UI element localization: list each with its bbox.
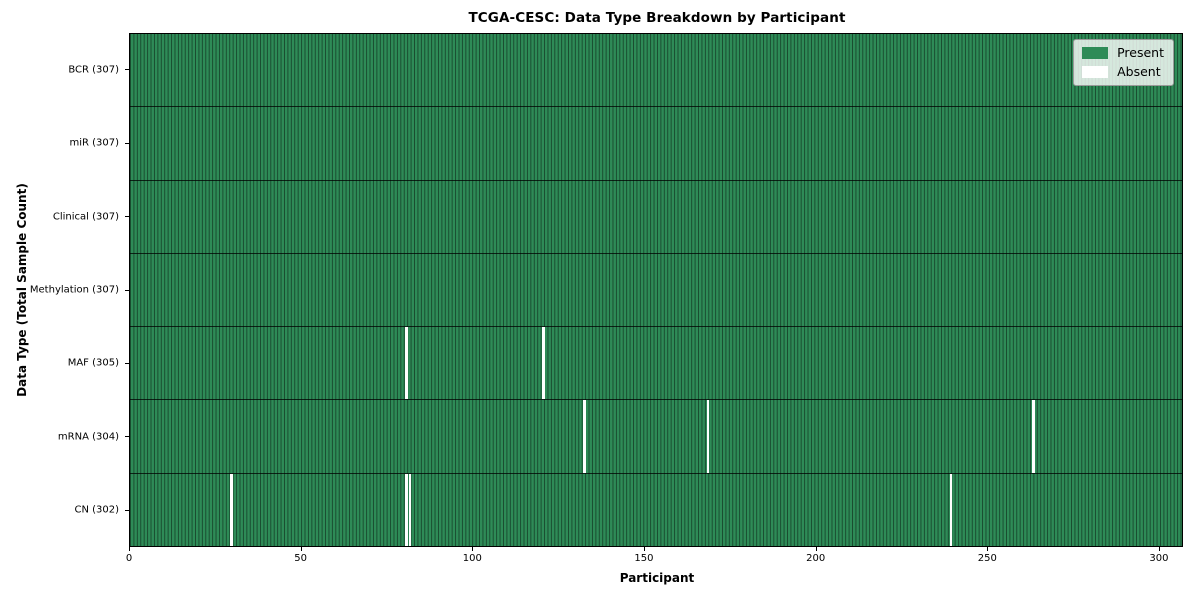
ytick-label-CN: CN (302) [74, 504, 119, 516]
x-axis-label: Participant [619, 571, 695, 585]
ytick-label-Methylation: Methylation (307) [29, 284, 119, 296]
ytick-label-Clinical: Clinical (307) [52, 211, 119, 223]
ytick-mark [125, 436, 129, 438]
ytick-label-BCR: BCR (307) [68, 64, 119, 76]
plot-area: Present Absent [129, 33, 1183, 547]
row-Clinical [130, 180, 1182, 254]
legend-item-present: Present [1082, 46, 1164, 60]
ytick-mark [125, 509, 129, 511]
row-miR [130, 107, 1182, 181]
absent-cell [542, 327, 545, 400]
ytick-mark [125, 69, 129, 71]
legend: Present Absent [1073, 39, 1174, 86]
absent-swatch-icon [1082, 65, 1109, 78]
chart-title: TCGA-CESC: Data Type Breakdown by Partic… [468, 10, 846, 26]
xtick-label-300: 300 [1149, 553, 1169, 564]
ytick-label-miR: miR (307) [69, 137, 119, 149]
xtick-label-150: 150 [634, 553, 654, 564]
legend-label-present: Present [1117, 45, 1164, 60]
row-BCR [130, 34, 1182, 108]
absent-cell [230, 473, 233, 546]
absent-cell [405, 473, 408, 546]
xtick-mark [129, 547, 130, 551]
legend-label-absent: Absent [1117, 63, 1161, 79]
row-mRNA [130, 400, 1182, 474]
xtick-mark [1158, 547, 1160, 551]
xtick-label-50: 50 [294, 553, 308, 564]
ytick-label-MAF: MAF (305) [67, 357, 119, 369]
heatmap-rows [130, 34, 1182, 546]
x-axis-ticks: 0 50 100 150 200 250 300 [125, 547, 1183, 573]
xtick-label-100: 100 [462, 553, 482, 564]
xtick-mark [472, 547, 474, 551]
row-MAF [130, 327, 1182, 401]
absent-cell [405, 327, 408, 400]
ytick-mark [125, 142, 129, 144]
ytick-label-mRNA: mRNA (304) [57, 431, 119, 443]
legend-item-absent: Absent [1082, 63, 1164, 79]
absent-cell [949, 473, 953, 546]
xtick-label-0: 0 [125, 553, 133, 564]
xtick-mark [815, 547, 817, 551]
row-Methylation [130, 253, 1182, 328]
xtick-label-250: 250 [977, 553, 997, 564]
xtick-label-200: 200 [806, 553, 826, 564]
y-axis-ticks: BCR (307) miR (307) Clinical (307) Methylat… [0, 33, 129, 547]
present-swatch-icon [1082, 46, 1109, 59]
absent-cell [408, 473, 411, 546]
row-CN [130, 473, 1182, 546]
ytick-mark [125, 362, 129, 364]
ytick-mark [125, 289, 129, 291]
absent-cell [583, 400, 586, 473]
absent-cell [1032, 400, 1035, 473]
ytick-mark [125, 216, 129, 218]
xtick-mark [300, 547, 302, 551]
xtick-mark [987, 547, 989, 551]
absent-cell [706, 400, 710, 473]
xtick-mark [643, 547, 645, 551]
